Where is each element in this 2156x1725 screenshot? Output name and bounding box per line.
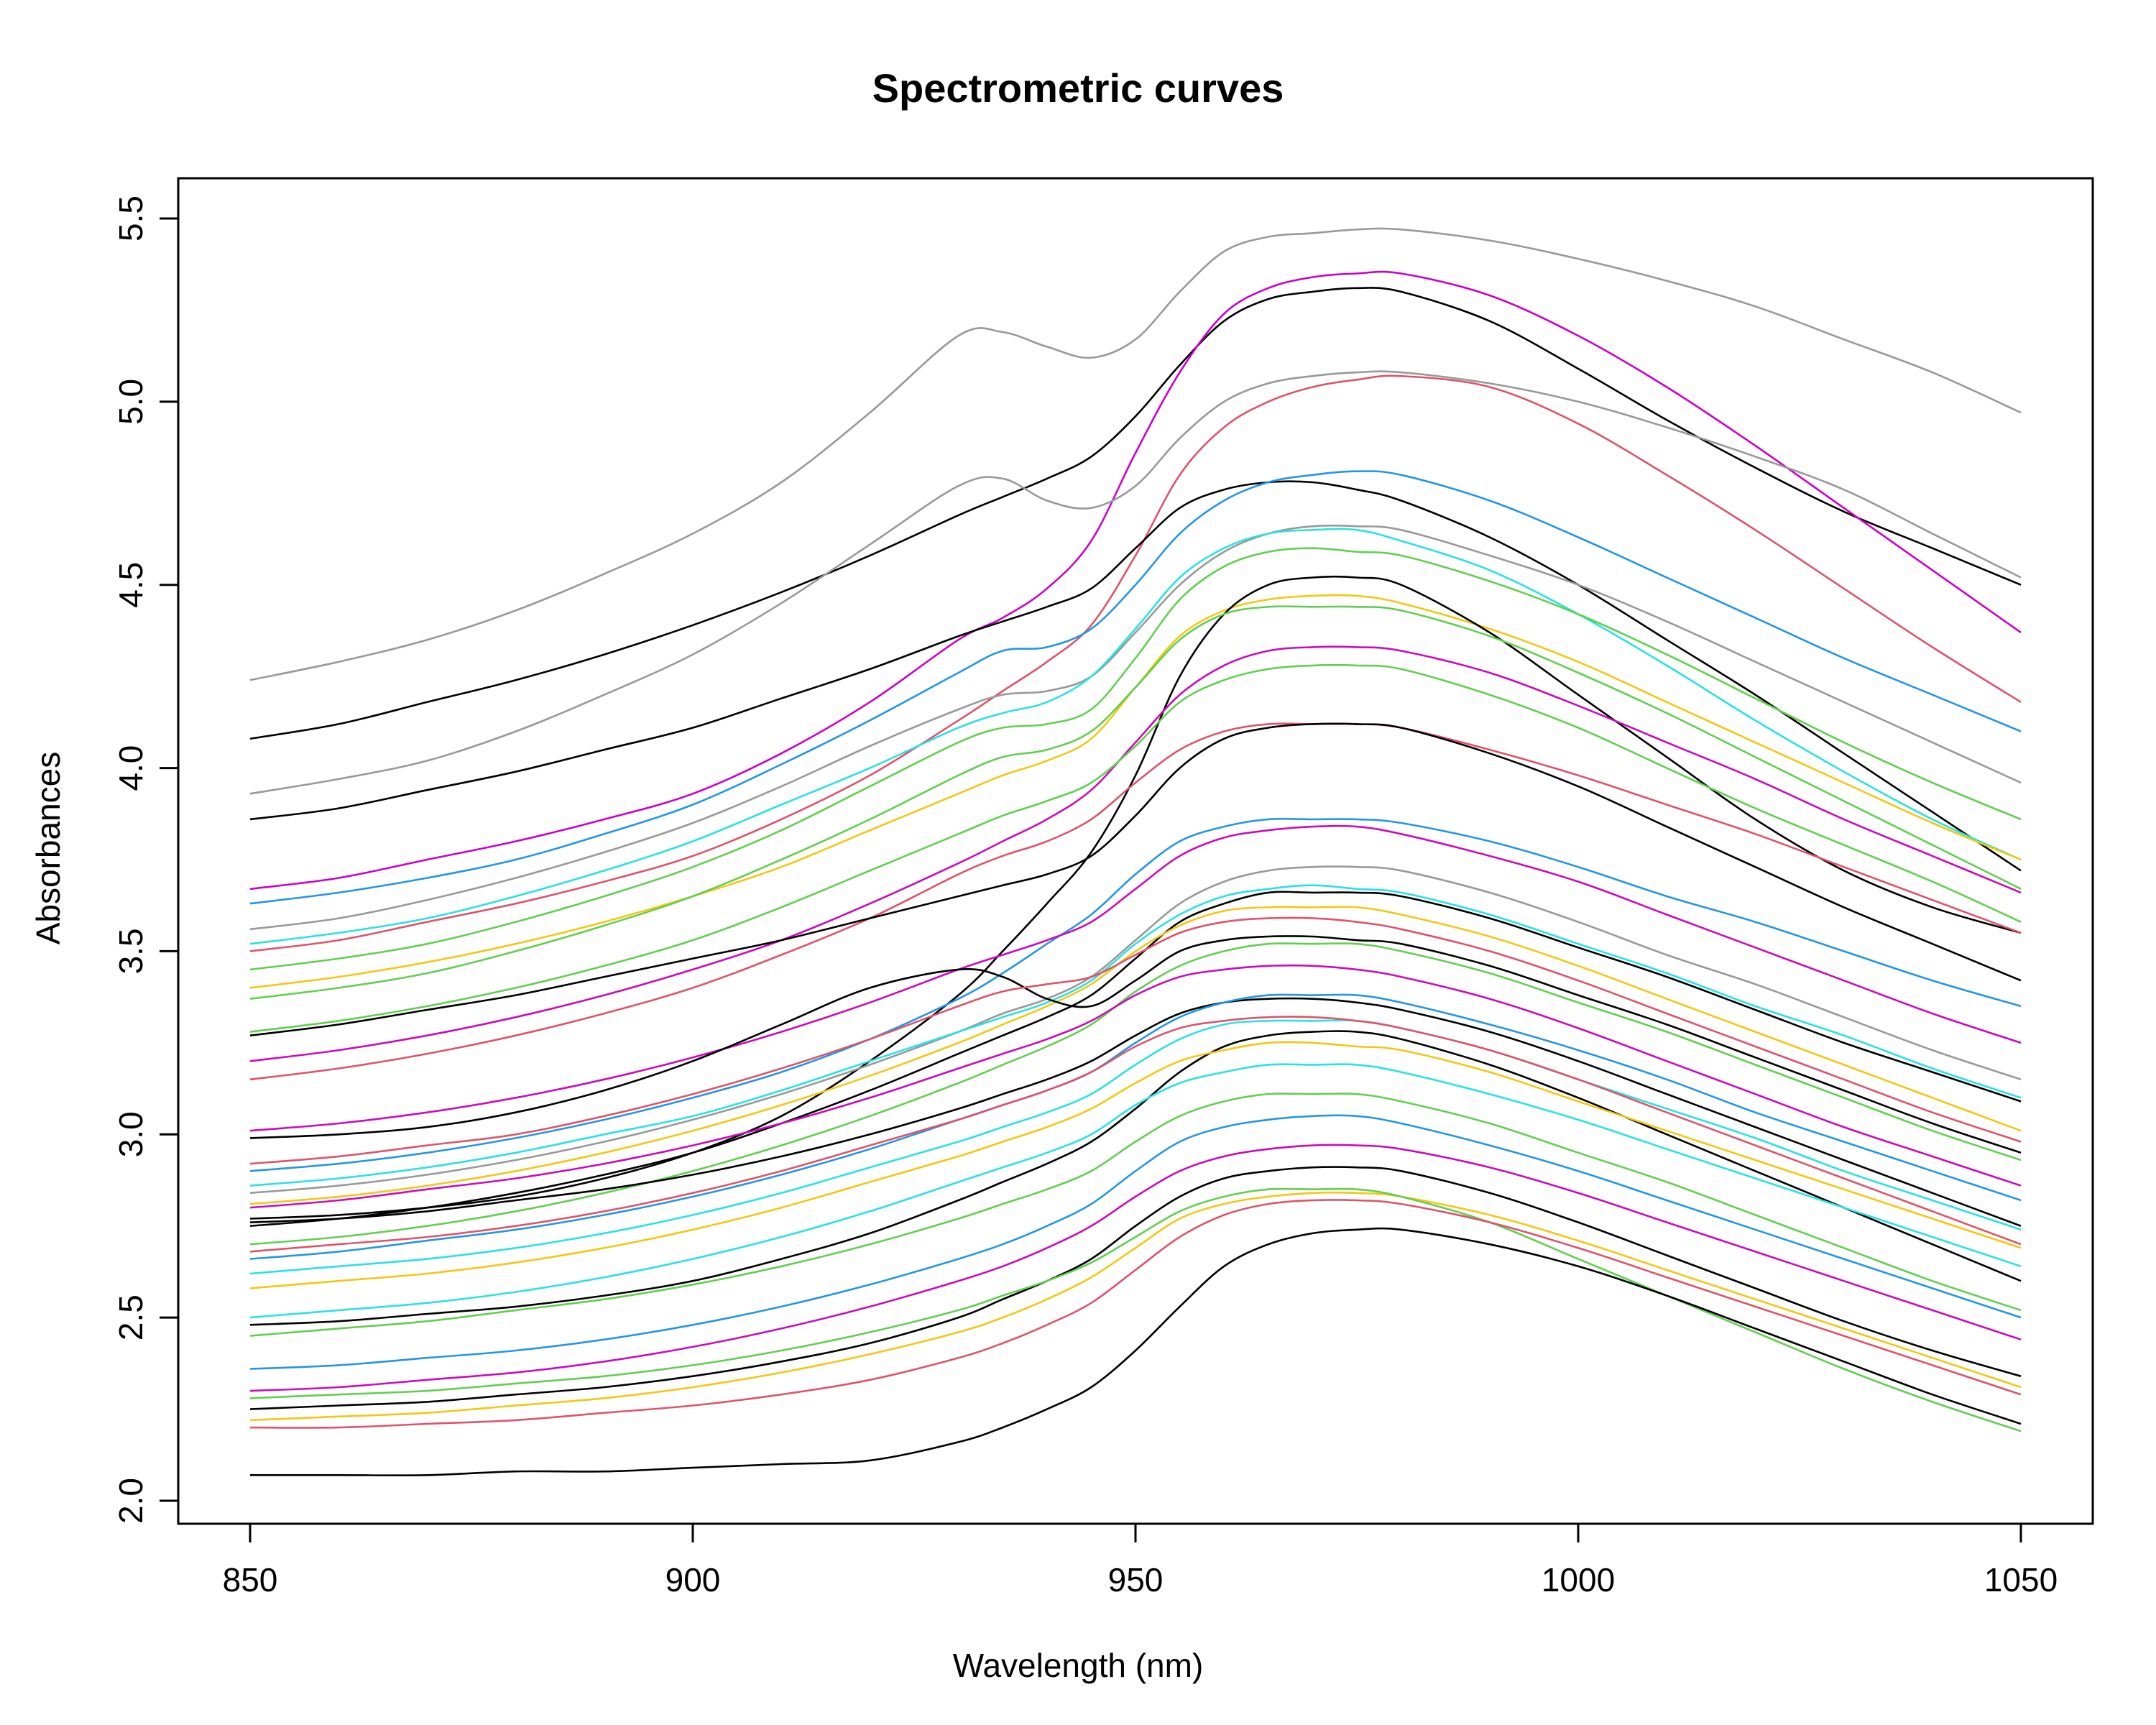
series-line-15 — [249, 663, 2022, 1033]
x-tick-label-3: 950 — [1108, 1561, 1164, 1598]
axis-layer: 850 900 950 1000 1050 2.0 2.5 3.0 3.5 4.0 4.5 5.0 5.… — [112, 196, 2058, 1598]
series-line-30 — [249, 1019, 2022, 1275]
series-line-13 — [249, 605, 2022, 1000]
y-tick-label-6: 4.5 — [112, 562, 149, 608]
series-line-23 — [249, 906, 2022, 1205]
series-line-38 — [249, 1166, 2022, 1410]
series-line-31 — [249, 1016, 2022, 1253]
series-line-12 — [249, 575, 2022, 1220]
series-line-21 — [249, 891, 2022, 1227]
series-line-9 — [249, 528, 2022, 945]
x-axis-label: Wavelength (nm) — [952, 1647, 1204, 1684]
y-tick-label-4: 3.5 — [112, 928, 149, 974]
series-line-32 — [249, 1030, 2022, 1326]
series-line-41 — [249, 1199, 2022, 1429]
series-line-27 — [249, 964, 2022, 1209]
series-line-42 — [250, 1227, 2022, 1476]
series-line-29 — [249, 993, 2022, 1260]
series-line-3 — [249, 270, 2022, 891]
series-line-26 — [249, 942, 2022, 1246]
series-layer — [249, 227, 2022, 1476]
series-line-18 — [249, 817, 2022, 1172]
x-tick-label-4: 1000 — [1542, 1561, 1615, 1598]
series-line-5 — [249, 374, 2022, 952]
series-line-11 — [249, 594, 2022, 989]
series-line-22 — [249, 884, 2022, 1187]
series-line-17 — [249, 722, 2022, 1036]
series-line-8 — [249, 524, 2022, 931]
series-line-25 — [249, 916, 2022, 1165]
y-tick-label-2: 2.5 — [112, 1294, 149, 1340]
series-line-39 — [249, 1191, 2022, 1422]
series-line-19 — [249, 824, 2022, 1132]
series-line-28 — [249, 997, 2022, 1227]
series-line-35 — [249, 1092, 2022, 1337]
y-tick-label-7: 5.0 — [112, 379, 149, 425]
series-line-7 — [249, 470, 2022, 905]
series-line-16 — [249, 722, 2022, 1081]
y-tick-label-1: 2.0 — [112, 1478, 149, 1524]
y-tick-label-5: 4.0 — [112, 745, 149, 791]
series-line-10 — [249, 547, 2022, 971]
x-tick-label-5: 1050 — [1984, 1561, 2058, 1598]
series-line-24 — [249, 935, 2022, 1154]
series-line-34 — [249, 1063, 2022, 1319]
chart-title: Spectrometric curves — [872, 65, 1284, 111]
x-tick-label-2: 900 — [665, 1561, 721, 1598]
series-line-37 — [249, 1144, 2022, 1392]
series-line-6 — [249, 480, 2022, 872]
series-line-36 — [249, 1114, 2022, 1370]
series-line-20 — [249, 865, 2022, 1195]
series-line-2 — [249, 287, 2022, 740]
series-line-1 — [249, 227, 2022, 681]
series-line-14 — [249, 645, 2022, 1062]
x-tick-label-1: 850 — [223, 1561, 278, 1598]
y-tick-label-8: 5.5 — [112, 196, 149, 242]
series-line-4 — [249, 370, 2022, 795]
series-line-33 — [249, 1041, 2022, 1289]
y-tick-label-3: 3.0 — [112, 1111, 149, 1157]
